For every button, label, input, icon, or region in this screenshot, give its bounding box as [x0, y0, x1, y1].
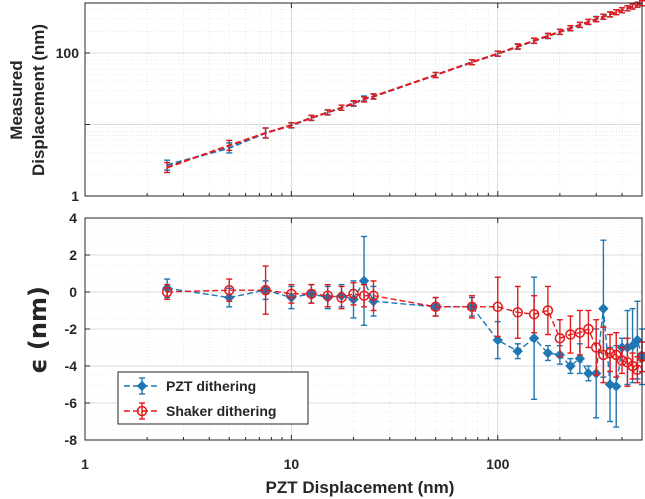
circle-marker: [161, 286, 173, 298]
circle-marker: [512, 307, 523, 318]
y-tick-label: 4: [69, 210, 77, 226]
top-ylabel-line2: Displacement (nm): [29, 24, 48, 176]
legend-label: PZT dithering: [166, 378, 256, 394]
circle-marker: [598, 349, 609, 361]
legend-items: PZT dithering Shaker dithering: [124, 377, 276, 420]
circle-marker: [492, 301, 504, 313]
circle-marker: [348, 288, 359, 300]
circle-marker: [336, 292, 347, 303]
legend: PZT dithering Shaker dithering: [117, 371, 309, 425]
top-ylabel-line1: Measured: [7, 60, 26, 139]
circle-marker: [542, 305, 554, 316]
circle-marker: [528, 308, 540, 320]
top-plot-frame: [84, 2, 643, 197]
circle-marker: [554, 333, 566, 344]
legend-circle-marker: [136, 405, 148, 417]
y-tick-label: 100: [56, 45, 80, 61]
y-tick-label: 0: [69, 284, 77, 300]
top-ticks: 1 100: [56, 3, 623, 204]
circle-marker: [368, 290, 379, 301]
y-tick-label: -2: [65, 321, 78, 337]
circle-marker: [306, 288, 317, 300]
diamond-marker: [598, 303, 609, 314]
x-tick-label: 1: [81, 456, 89, 472]
x-tick-label: 100: [486, 456, 510, 472]
y-tick-label: -8: [65, 432, 78, 448]
bottom-panel: -8 -6 -4 -2 0 2 4 1 10 100 ϵ (nm) PZT Displacemen…: [24, 210, 645, 497]
y-tick-label: 1: [71, 188, 79, 204]
bottom-ylabel: ϵ (nm): [24, 286, 52, 374]
diamond-marker: [542, 347, 554, 359]
y-tick-label: -6: [65, 395, 78, 411]
circle-marker: [610, 349, 622, 361]
top-series: [164, 0, 645, 174]
circle-marker: [223, 284, 235, 296]
circle-marker: [583, 323, 594, 335]
y-tick-label: 2: [69, 247, 77, 263]
top-panel: 1 100 Measured Displacement (nm): [7, 0, 645, 204]
diamond-marker: [627, 340, 638, 351]
circle-marker: [590, 342, 602, 353]
circle-marker: [616, 355, 628, 366]
circle-marker: [565, 329, 576, 340]
diamond-marker: [512, 345, 523, 357]
circle-marker: [466, 301, 478, 313]
diamond-marker: [611, 381, 622, 392]
legend-box: [117, 371, 309, 425]
circle-marker: [286, 288, 297, 300]
circle-marker: [574, 327, 586, 338]
diamond-marker: [528, 333, 540, 344]
diamond-marker: [574, 353, 586, 364]
circle-marker: [604, 347, 616, 359]
y-tick-label: -4: [65, 358, 78, 374]
series-1: [161, 265, 645, 388]
bottom-series: [161, 235, 645, 428]
circle-marker: [322, 290, 333, 301]
x-tick-label: 10: [284, 456, 300, 472]
legend-label: Shaker dithering: [166, 403, 276, 419]
circle-marker: [260, 284, 271, 296]
legend-item-0: PZT dithering: [124, 377, 256, 395]
bottom-xlabel: PZT Displacement (nm): [266, 478, 455, 497]
bottom-ticks: -8 -6 -4 -2 0 2 4 1 10 100: [65, 210, 623, 472]
diamond-marker: [565, 360, 576, 372]
diamond-marker: [583, 368, 594, 379]
circle-marker: [430, 301, 441, 313]
legend-diamond-marker: [136, 380, 148, 392]
diamond-marker: [492, 334, 503, 346]
legend-item-1: Shaker dithering: [124, 402, 276, 420]
